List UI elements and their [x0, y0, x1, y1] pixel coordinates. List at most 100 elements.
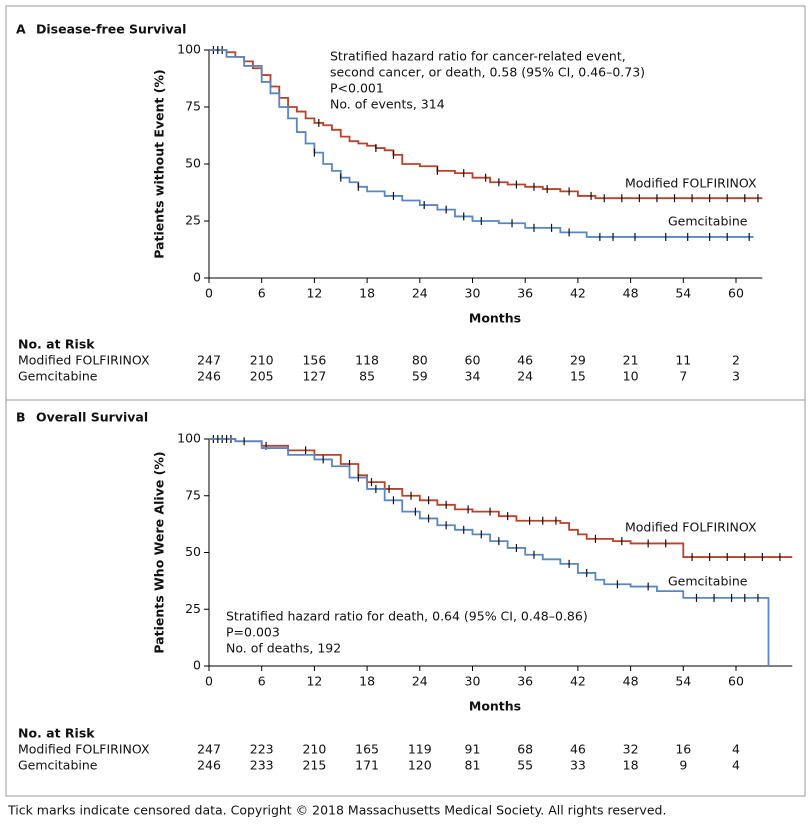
risk-value: 10: [623, 369, 639, 384]
risk-value: 210: [250, 353, 274, 368]
y-axis-label: Patients Who Were Alive (%): [152, 451, 167, 653]
y-tick-label: 0: [193, 658, 201, 673]
x-tick-label: 24: [412, 674, 428, 689]
risk-row-label: Gemcitabine: [18, 369, 98, 384]
risk-value: 246: [197, 758, 221, 773]
risk-value: 247: [197, 353, 221, 368]
x-tick-label: 6: [258, 674, 266, 689]
annotation: No. of events, 314: [330, 97, 445, 112]
annotation: No. of deaths, 192: [226, 641, 341, 656]
risk-value: 81: [465, 758, 481, 773]
risk-value: 3: [732, 369, 740, 384]
survival-curve: [209, 49, 754, 238]
y-tick-label: 25: [185, 213, 201, 228]
risk-value: 55: [517, 758, 533, 773]
y-tick-label: 50: [185, 544, 201, 559]
risk-value: 59: [412, 369, 428, 384]
x-tick-label: 36: [517, 674, 533, 689]
y-tick-label: 100: [177, 431, 201, 446]
risk-value: 18: [623, 758, 639, 773]
annotation: P<0.001: [330, 81, 384, 96]
y-tick-label: 50: [185, 156, 201, 171]
risk-value: 120: [408, 758, 432, 773]
risk-value: 246: [197, 369, 221, 384]
x-tick-label: 24: [412, 286, 428, 301]
risk-value: 60: [465, 353, 481, 368]
x-axis-label: Months: [469, 311, 521, 326]
x-tick-label: 0: [205, 286, 213, 301]
risk-value: 21: [623, 353, 639, 368]
risk-value: 247: [197, 742, 221, 757]
risk-value: 91: [465, 742, 481, 757]
risk-title: No. at Risk: [18, 726, 95, 741]
y-tick-label: 75: [185, 487, 201, 502]
risk-value: 29: [570, 353, 586, 368]
risk-row-label: Modified FOLFIRINOX: [18, 353, 150, 368]
risk-value: 46: [517, 353, 533, 368]
survival-curve: [209, 438, 793, 558]
x-axis-label: Months: [469, 699, 521, 714]
risk-value: 34: [465, 369, 481, 384]
x-tick-label: 12: [306, 674, 322, 689]
risk-value: 68: [517, 742, 533, 757]
x-tick-label: 18: [359, 286, 375, 301]
x-tick-label: 36: [517, 286, 533, 301]
chart-title: Disease-free Survival: [36, 22, 186, 37]
x-tick-label: 60: [728, 286, 744, 301]
risk-value: 85: [359, 369, 375, 384]
footer: Tick marks indicate censored data. Copyr…: [7, 803, 666, 818]
risk-value: 16: [675, 742, 691, 757]
risk-value: 210: [302, 742, 326, 757]
risk-value: 223: [250, 742, 274, 757]
risk-value: 4: [732, 742, 740, 757]
risk-value: 165: [355, 742, 379, 757]
x-tick-label: 18: [359, 674, 375, 689]
survival-curve: [209, 438, 770, 666]
risk-value: 127: [302, 369, 326, 384]
risk-row-label: Modified FOLFIRINOX: [18, 742, 150, 757]
x-tick-label: 42: [570, 286, 586, 301]
x-tick-label: 60: [728, 674, 744, 689]
x-tick-label: 48: [623, 674, 639, 689]
panel-letter: B: [16, 410, 26, 425]
series-label: Gemcitabine: [668, 574, 748, 589]
x-tick-label: 0: [205, 674, 213, 689]
risk-value: 32: [623, 742, 639, 757]
series-label: Modified FOLFIRINOX: [625, 176, 757, 191]
x-tick-label: 42: [570, 674, 586, 689]
x-tick-label: 30: [465, 674, 481, 689]
risk-value: 215: [302, 758, 326, 773]
y-tick-label: 75: [185, 99, 201, 114]
risk-value: 11: [675, 353, 691, 368]
risk-value: 7: [679, 369, 687, 384]
panel-letter: A: [16, 22, 26, 37]
risk-value: 15: [570, 369, 586, 384]
risk-value: 156: [302, 353, 326, 368]
risk-value: 205: [250, 369, 274, 384]
x-tick-label: 48: [623, 286, 639, 301]
risk-value: 171: [355, 758, 379, 773]
frame: [5, 5, 806, 797]
risk-value: 4: [732, 758, 740, 773]
risk-value: 119: [408, 742, 432, 757]
y-axis-label: Patients without Event (%): [152, 69, 167, 259]
series-label: Modified FOLFIRINOX: [625, 520, 757, 535]
x-tick-label: 54: [675, 286, 691, 301]
y-tick-label: 0: [193, 270, 201, 285]
x-tick-label: 12: [306, 286, 322, 301]
risk-value: 24: [517, 369, 533, 384]
risk-value: 2: [732, 353, 740, 368]
series-label: Gemcitabine: [668, 214, 748, 229]
annotation: Stratified hazard ratio for death, 0.64 …: [226, 609, 588, 624]
x-tick-label: 6: [258, 286, 266, 301]
risk-value: 9: [679, 758, 687, 773]
y-tick-label: 100: [177, 42, 201, 57]
annotation: second cancer, or death, 0.58 (95% CI, 0…: [330, 65, 645, 80]
risk-value: 46: [570, 742, 586, 757]
x-tick-label: 54: [675, 674, 691, 689]
x-tick-label: 30: [465, 286, 481, 301]
risk-value: 233: [250, 758, 274, 773]
risk-value: 118: [355, 353, 379, 368]
risk-title: No. at Risk: [18, 337, 95, 352]
